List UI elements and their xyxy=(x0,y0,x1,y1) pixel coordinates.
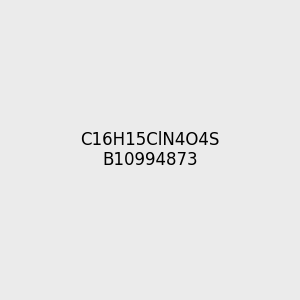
Text: C16H15ClN4O4S
B10994873: C16H15ClN4O4S B10994873 xyxy=(80,130,220,170)
